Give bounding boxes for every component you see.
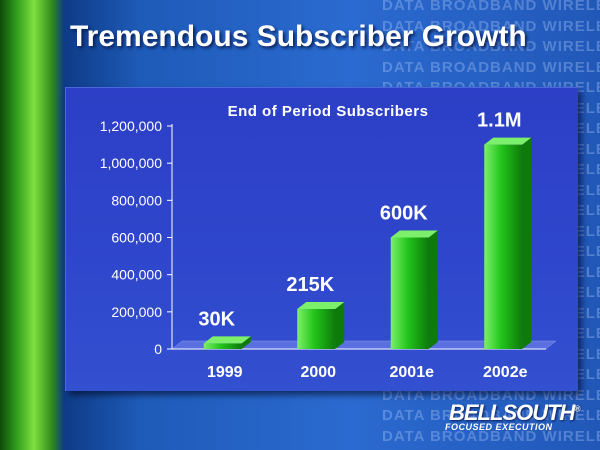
y-tick-label: 400,000	[111, 267, 162, 283]
bar-side	[522, 137, 532, 349]
y-tick-label: 1,000,000	[100, 155, 162, 171]
background-word-row: DATA BROADBAND WIRELESS	[382, 17, 600, 35]
bar-top	[484, 137, 532, 145]
background-word-row: DATA BROADBAND WIRELESS	[382, 427, 600, 445]
x-tick-label: 2000	[300, 364, 336, 381]
bar	[203, 336, 251, 349]
bellsouth-logo: BELLSOUTH® FOCUSED EXECUTION	[445, 400, 595, 440]
bar-side	[335, 302, 345, 349]
chart-panel: 0 200,000 400,000 600,000 800,000 1,000,000 1,…	[65, 87, 578, 391]
y-tick-label: 1,200,000	[100, 118, 162, 134]
data-label: 30K	[198, 308, 235, 330]
bar-chart: 0 200,000 400,000 600,000 800,000 1,000,000 1,…	[100, 103, 557, 381]
bars	[203, 137, 532, 349]
logo-name: BELLSOUTH	[449, 400, 575, 425]
bar-front	[297, 309, 336, 349]
bar-front	[484, 144, 523, 349]
background-word-row: DATA BROADBAND WIRELESS	[382, 0, 600, 14]
chart-title: End of Period Subscribers	[228, 103, 429, 120]
y-axis: 0 200,000 400,000 600,000 800,000 1,000,000 1,…	[100, 118, 173, 357]
x-tick-label: 2002e	[483, 364, 528, 381]
background-word-row: DATA BROADBAND WIRELESS	[300, 447, 600, 450]
bar	[390, 230, 438, 349]
bar-side	[241, 336, 251, 349]
background-word-row: DATA BROADBAND WIRELESS	[382, 407, 600, 424]
x-tick-label: 1999	[207, 364, 243, 381]
background-word-row: DATA BROADBAND WIRELESS	[382, 38, 600, 55]
y-tick-label: 800,000	[111, 192, 162, 208]
bar	[484, 137, 532, 349]
x-tick-label: 2001e	[390, 364, 435, 381]
bar-top	[390, 230, 438, 238]
background-word-row: DATA BROADBAND WIRELESS	[382, 58, 600, 76]
x-axis-labels: 1999 2000 2001e 2002e	[207, 364, 528, 381]
data-label: 215K	[286, 274, 334, 296]
logo-tagline: FOCUSED EXECUTION	[445, 422, 553, 432]
bar	[297, 302, 345, 349]
slide-title: Tremendous Subscriber Growth	[70, 20, 527, 53]
y-tick-label: 0	[154, 341, 162, 357]
bar-side	[428, 230, 438, 349]
data-labels: 30K 215K 600K 1.1M	[198, 110, 521, 331]
logo-trademark: ®	[574, 404, 580, 414]
bar-front	[390, 237, 429, 349]
bar-front	[203, 343, 242, 349]
data-label: 600K	[380, 203, 428, 225]
bar-top	[297, 302, 345, 310]
y-tick-label: 200,000	[111, 304, 162, 320]
bar-top	[203, 336, 251, 344]
y-tick-label: 600,000	[111, 230, 162, 246]
data-label: 1.1M	[477, 110, 521, 132]
